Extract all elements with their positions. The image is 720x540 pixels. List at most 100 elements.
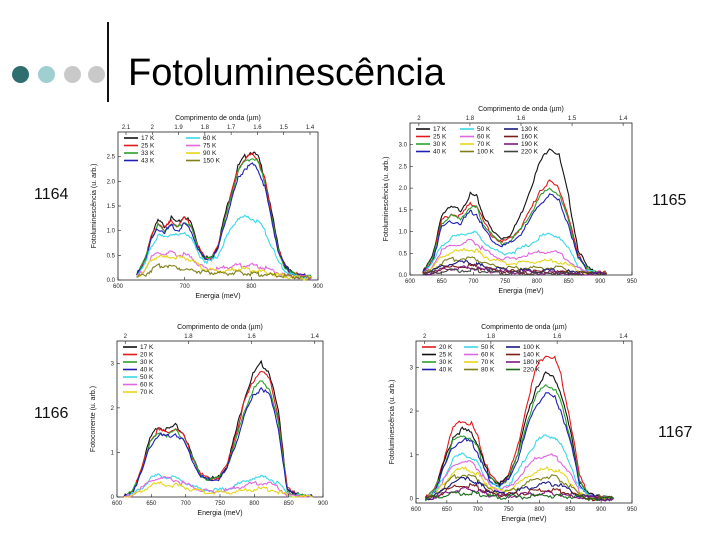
series-line-70K [123,480,313,498]
y-tick-label: 1.5 [107,204,116,210]
legend-label: 60 K [477,134,491,141]
top-tick-label: 1.4 [311,334,320,340]
series-line-20K [424,355,614,499]
x-tick-label: 850 [284,501,295,507]
series-line-70K [422,247,607,276]
top-axis-label: Comprimento de onda (µm) [478,106,564,113]
legend-label: 43 K [141,158,155,165]
legend-label: 40 K [433,149,447,156]
top-tick-label: 2 [151,125,155,131]
legend-label: 90 K [203,150,217,157]
legend-label: 50 K [477,126,491,133]
x-tick-label: 950 [627,507,638,513]
series-line-43K [136,162,312,280]
top-tick-label: 1.4 [619,334,628,340]
legend-label: 70 K [140,389,154,396]
y-tick-label: 1.0 [107,229,116,235]
series-line-33K [136,158,312,280]
legend-label: 25 K [433,134,447,141]
series-line-30K [123,380,313,498]
dot-dark [12,66,29,83]
x-tick-label: 600 [405,279,416,285]
series-line-150K [136,262,312,280]
x-tick-label: 800 [532,279,543,285]
y-tick-label: 1.5 [399,208,408,214]
y-axis-label: Fotocorrente (u. arb.) [90,386,97,452]
legend-label: 25 K [439,352,453,359]
legend-label: 30 K [140,359,154,366]
y-tick-label: 3.0 [399,143,408,149]
legend-label: 180 K [523,359,541,366]
legend-label: 50 K [481,344,495,351]
top-tick-label: 1.4 [306,125,315,131]
series-line-80K [425,473,614,502]
chart-1164: 600 700 800 900 0.0 0.5 1.0 1.5 2.0 2.5 2.1 2 1.9 1.8… [91,115,324,300]
legend-label: 20 K [439,344,453,351]
legend-label: 150 K [203,158,221,165]
x-tick-label: 650 [437,279,448,285]
x-tick-label: 700 [181,501,192,507]
x-tick-label: 900 [595,279,606,285]
y-axis-label: Fotoluminescência (u. arb.) [91,164,98,249]
top-tick-label: 1.8 [184,334,193,340]
y-tick-label: 3 [111,361,115,367]
series-line-40K [422,193,607,277]
top-tick-label: 2.1 [122,125,131,131]
plot-frame [116,340,324,498]
plot-frame [415,340,633,504]
top-axis-label: Comprimento de onda (µm) [175,115,261,122]
top-tick-label: 1.7 [227,125,236,131]
y-tick-label: 0.5 [107,253,116,259]
x-tick-label: 950 [627,279,638,285]
legend-label: 40 K [140,367,154,374]
series-line-60K [424,453,614,501]
x-tick-label: 600 [113,284,124,290]
chart-1166: 600 650 700 750 800 850 900 0 1 2 3 2 1.8 1.6 1.4 Energ… [90,324,329,517]
series-line-220K [425,490,614,502]
legend-label: 17 K [141,135,155,142]
top-tick-label: 1.6 [517,116,526,122]
slide-title: Fotoluminescência [128,52,445,94]
x-tick-label: 750 [504,507,515,513]
x-tick-label: 900 [318,501,329,507]
sample-label-1166: 1166 [34,405,69,422]
legend-label: 70 K [481,359,495,366]
x-tick-label: 750 [500,279,511,285]
legend-label: 30 K [433,141,447,148]
top-tick-label: 1.8 [201,125,210,131]
legend-label: 70 K [477,141,491,148]
legend-label: 17 K [140,344,154,351]
legend-label: 40 K [439,367,453,374]
sample-label-1165: 1165 [652,192,687,209]
y-axis-label: Fotoluminescência (u. arb.) [383,157,390,242]
x-axis-label: Energia (meV) [498,288,543,295]
y-tick-label: 2.0 [399,186,408,192]
legend-label: 140 K [523,352,541,359]
decorative-dots [12,66,108,84]
top-tick-label: 1.6 [253,125,262,131]
y-tick-label: 0 [111,495,115,501]
x-tick-label: 600 [112,501,123,507]
top-tick-label: 1.6 [553,334,562,340]
series-line-190K [422,265,607,276]
legend-label: 50 K [140,374,154,381]
x-tick-label: 900 [313,284,324,290]
legend-label: 160 K [521,134,539,141]
y-tick-label: 3 [410,365,414,371]
legend-label: 60 K [203,135,217,142]
chart-1165: 600 650 700 750 800 850 900 950 0.0 0.5 1.0 1.5 2.0 2… [383,106,638,295]
legend-label: 100 K [523,344,541,351]
y-tick-label: 2.0 [107,179,116,185]
legend-label: 25 K [141,143,155,150]
x-tick-label: 650 [442,507,453,513]
top-tick-label: 1.5 [280,125,289,131]
legend-label: 220 K [521,149,539,156]
series-line-40K [123,386,314,498]
top-tick-label: 2 [423,334,427,340]
legend-label: 130 K [521,126,539,133]
top-axis-label: Comprimento de onda (µm) [481,324,567,331]
x-tick-label: 850 [565,507,576,513]
dot-gray-2 [88,66,105,83]
y-tick-label: 0.0 [107,278,116,284]
